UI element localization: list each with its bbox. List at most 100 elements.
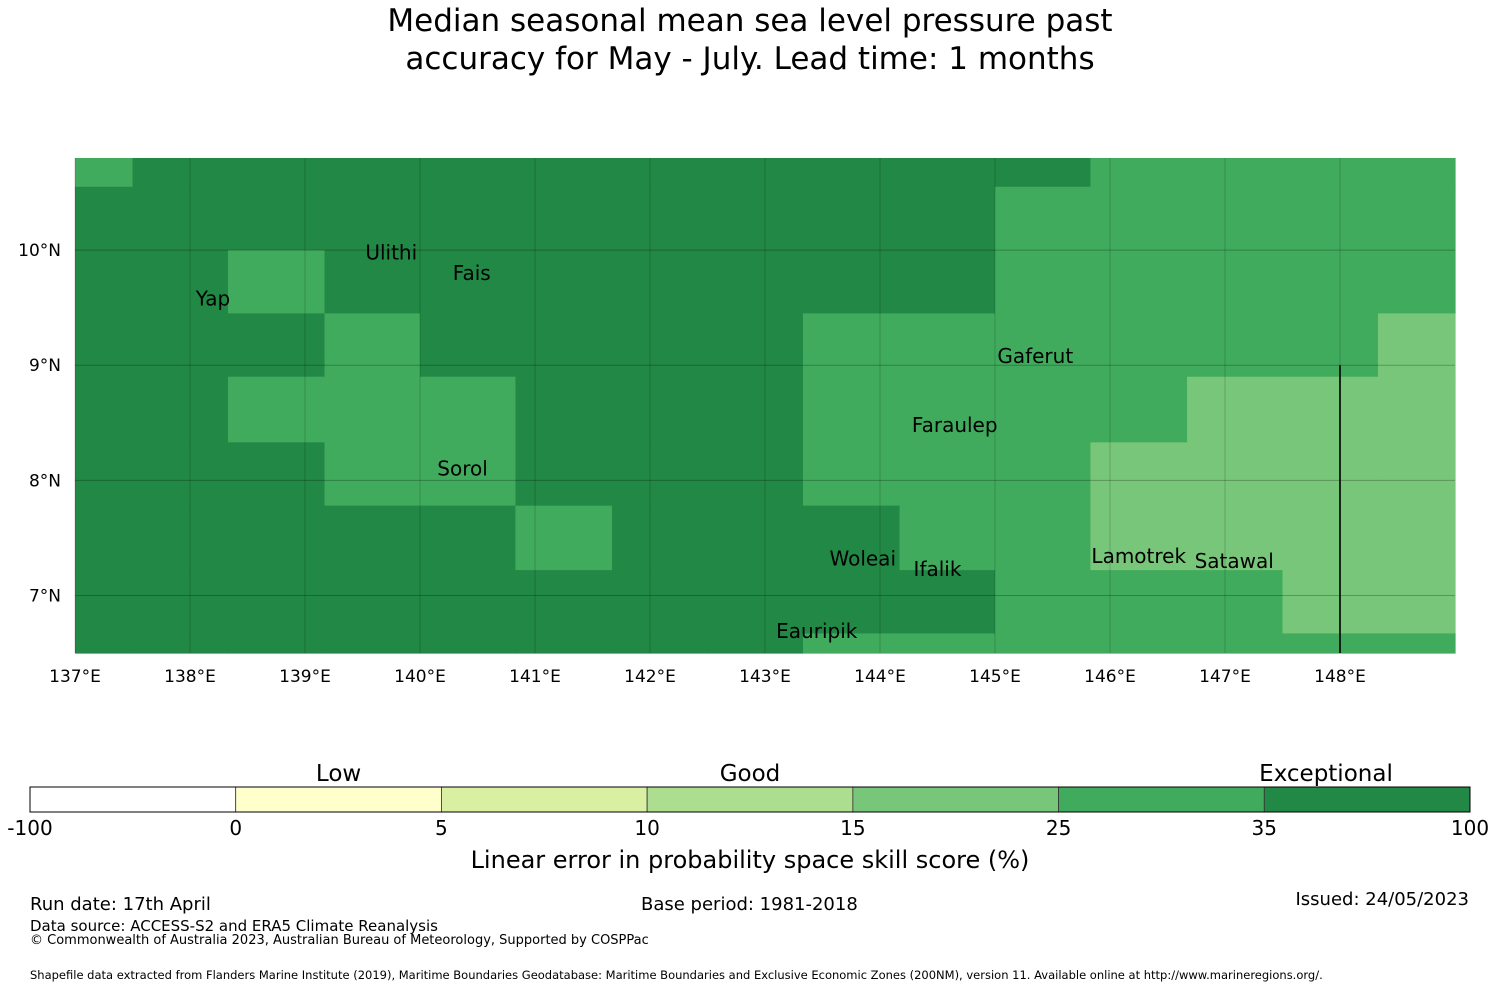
grid-cell bbox=[1282, 250, 1379, 315]
lat-tick-label: 10°N bbox=[18, 241, 61, 261]
grid-cell bbox=[515, 633, 613, 654]
grid-cell bbox=[612, 442, 709, 507]
grid-cell bbox=[515, 505, 613, 571]
place-label: Ulithi bbox=[365, 240, 417, 264]
grid-cell bbox=[1187, 376, 1284, 443]
place-label: Sorol bbox=[437, 457, 488, 481]
grid-cell bbox=[1377, 250, 1456, 315]
place-label: Eauripik bbox=[776, 619, 858, 643]
colorbar-tick-label: -100 bbox=[7, 816, 52, 840]
lat-tick-label: 7°N bbox=[29, 586, 61, 606]
grid-cell bbox=[1187, 186, 1284, 251]
map-title-line-1: Median seasonal mean sea level pressure … bbox=[387, 3, 1113, 39]
grid-cell bbox=[1090, 505, 1188, 571]
grid-cell bbox=[995, 158, 1092, 188]
grid-cell bbox=[227, 250, 326, 315]
place-label: Ifalik bbox=[914, 557, 962, 581]
grid-cell bbox=[75, 186, 134, 251]
grid-cell bbox=[1187, 442, 1284, 507]
grid-cell bbox=[227, 442, 326, 507]
grid-cell bbox=[995, 633, 1092, 654]
grid-cell bbox=[1090, 250, 1188, 315]
place-label: Gaferut bbox=[997, 344, 1073, 368]
grid-cell bbox=[75, 313, 134, 378]
colorbar-label: Linear error in probability space skill … bbox=[471, 846, 1030, 874]
grid-cell bbox=[1187, 633, 1284, 654]
grid-cell bbox=[324, 313, 421, 378]
grid-cell bbox=[1377, 633, 1456, 654]
grid-cell bbox=[995, 442, 1092, 507]
grid-cell bbox=[515, 442, 613, 507]
colorbar-tick-label: 35 bbox=[1252, 816, 1277, 840]
grid-cell bbox=[612, 505, 709, 571]
grid-cell bbox=[612, 376, 709, 443]
colorbar-tick-label: 25 bbox=[1046, 816, 1071, 840]
grid-cell bbox=[515, 313, 613, 378]
grid-cell bbox=[995, 505, 1092, 571]
colorbar-tick-label: 5 bbox=[435, 816, 448, 840]
colorbar-category-label: Good bbox=[720, 761, 781, 787]
grid-cell bbox=[899, 250, 996, 315]
grid-cell bbox=[1282, 186, 1379, 251]
grid-cell bbox=[899, 570, 996, 635]
grid-cell bbox=[324, 570, 421, 635]
grid-cell bbox=[802, 633, 901, 654]
colorbar-frame bbox=[29, 786, 1471, 813]
lon-tick-label: 141°E bbox=[509, 667, 561, 687]
grid-cell bbox=[1282, 505, 1379, 571]
grid-cell bbox=[1187, 313, 1284, 378]
grid-cell bbox=[132, 570, 229, 635]
grid-cell bbox=[1187, 505, 1284, 571]
grid-cell bbox=[515, 186, 613, 251]
lat-tick-label: 8°N bbox=[29, 471, 61, 491]
grid-cell bbox=[324, 442, 421, 507]
grid-cell bbox=[324, 186, 421, 251]
grid-cell bbox=[420, 505, 517, 571]
grid-cell bbox=[802, 313, 901, 378]
grid-cell bbox=[132, 633, 229, 654]
place-label: Satawal bbox=[1195, 549, 1274, 573]
grid-cell bbox=[1090, 442, 1188, 507]
lon-tick-label: 137°E bbox=[49, 667, 101, 687]
grid-cell bbox=[324, 376, 421, 443]
grid-cell bbox=[324, 158, 421, 188]
grid-cell bbox=[1090, 633, 1188, 654]
place-label: Yap bbox=[195, 286, 230, 310]
map-title-line-2: accuracy for May - July. Lead time: 1 mo… bbox=[405, 41, 1095, 77]
grid-cell bbox=[612, 158, 709, 188]
grid-cell bbox=[420, 186, 517, 251]
lon-tick-label: 147°E bbox=[1199, 667, 1251, 687]
grid-cell bbox=[420, 376, 517, 443]
grid-cell bbox=[132, 442, 229, 507]
place-label: Faraulep bbox=[912, 413, 998, 437]
grid-cell bbox=[899, 313, 996, 378]
copyright: © Commonwealth of Australia 2023, Austra… bbox=[30, 933, 649, 948]
grid-cell bbox=[1090, 376, 1188, 443]
lon-tick-label: 140°E bbox=[394, 667, 446, 687]
grid-cell bbox=[707, 313, 804, 378]
place-label: Fais bbox=[453, 261, 491, 285]
grid-cell bbox=[1187, 570, 1284, 635]
grid-cell bbox=[1377, 376, 1456, 443]
grid-cell bbox=[227, 505, 326, 571]
grid-cell bbox=[995, 376, 1092, 443]
grid-cell bbox=[132, 376, 229, 443]
grid-cell bbox=[420, 250, 517, 315]
grid-cell bbox=[1377, 570, 1456, 635]
lon-tick-label: 144°E bbox=[854, 667, 906, 687]
grid-cell bbox=[1090, 158, 1188, 188]
grid-cell bbox=[1282, 442, 1379, 507]
colorbar-tick-label: 10 bbox=[634, 816, 659, 840]
grid-cell bbox=[707, 376, 804, 443]
grid-cell bbox=[1090, 570, 1188, 635]
grid-cell bbox=[899, 633, 996, 654]
grid-cell bbox=[995, 313, 1092, 378]
grid-cell bbox=[612, 250, 709, 315]
skill-grid bbox=[75, 158, 1456, 654]
grid-cell bbox=[802, 376, 901, 443]
colorbar-category-label: Low bbox=[316, 761, 361, 787]
grid-cell bbox=[75, 442, 134, 507]
grid-cell bbox=[75, 570, 134, 635]
grid-cell bbox=[1282, 570, 1379, 635]
grid-cell bbox=[707, 442, 804, 507]
